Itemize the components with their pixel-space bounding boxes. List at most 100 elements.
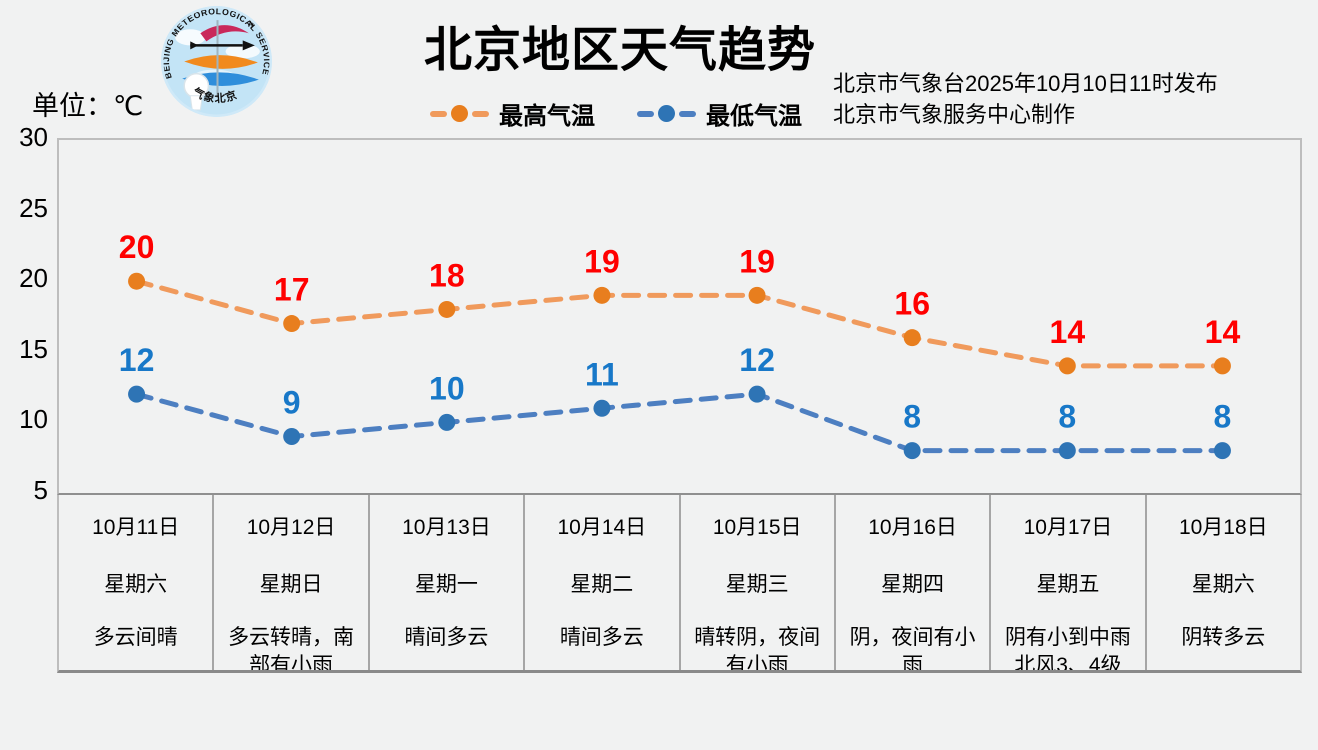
page-title: 北京地区天气趋势 [423, 24, 816, 77]
y-tick-label: 30 [19, 122, 48, 152]
forecast-weather: 多云转晴，南部有小雨 [214, 624, 367, 670]
data-point-label: 19 [739, 243, 775, 279]
forecast-day-column: 10月18日 星期六阴转多云 [1147, 495, 1300, 670]
forecast-weather: 多云间晴 [59, 624, 212, 652]
data-point-label: 12 [119, 342, 155, 378]
high-temp-line-swatch-icon [430, 105, 489, 122]
legend-label-high-temp: 最高气温 [499, 103, 595, 130]
data-point-marker [438, 300, 456, 318]
data-point-marker [903, 442, 921, 460]
y-tick-label: 15 [19, 333, 48, 364]
forecast-day-column: 10月16日 星期四阴，夜间有小雨 [836, 495, 992, 670]
forecast-weather-line: 多云间晴 [93, 626, 178, 649]
data-point-label: 19 [584, 243, 620, 279]
data-point-label: 20 [119, 229, 155, 265]
logo-orange-swoosh-icon [184, 55, 258, 69]
low-temp-line-swatch-icon [637, 105, 696, 122]
forecast-weather-line: 阴转多云 [1181, 626, 1266, 649]
forecast-weather-line: 多云转晴，南 [228, 626, 355, 649]
data-point-marker [593, 286, 611, 304]
forecast-weather-line: 晴间多云 [404, 626, 489, 649]
forecast-date: 10月12日 [246, 516, 336, 539]
forecast-day-column: 10月11日 星期六 多云间晴 [59, 495, 215, 670]
forecast-date: 10月13日 [402, 516, 491, 539]
forecast-day-column: 10月12日 星期日多云转晴，南部有小雨 [214, 495, 370, 670]
data-point-marker [748, 385, 766, 403]
forecast-weather: 晴转阴，夜间有小雨 [681, 624, 834, 670]
data-point-marker [283, 428, 301, 446]
forecast-weekday: 星期日 [259, 573, 323, 596]
data-point-label: 11 [585, 356, 619, 392]
forecast-date: 10月17日 [1023, 516, 1113, 539]
data-point-label: 9 [283, 385, 301, 421]
forecast-weekday: 星期二 [570, 573, 634, 596]
forecast-day-column: 10月15日 星期三晴转阴，夜间有小雨 [681, 495, 836, 670]
data-point-label: 10 [429, 370, 465, 406]
issue-line-1: 北京市气象台2025年10月10日11时发布 [833, 71, 1218, 96]
y-tick-label: 25 [19, 192, 48, 223]
forecast-weather-line: 雨 [902, 654, 924, 670]
data-point-marker [438, 413, 456, 431]
legend-item-high-temp: 最高气温 [430, 96, 595, 131]
y-tick-label: 5 [33, 475, 48, 505]
forecast-weather-line: 有小雨 [725, 654, 789, 670]
forecast-weather: 晴间多云 [525, 624, 678, 652]
forecast-day-column: 10月17日 星期五阴有小到中雨北风3、4级 [991, 495, 1147, 670]
forecast-weather: 阴，夜间有小雨 [836, 624, 989, 670]
forecast-weather: 阴转多云 [1147, 624, 1300, 652]
data-point-marker [1213, 357, 1231, 375]
chart-legend: 最高气温 最低气温 [430, 96, 802, 131]
data-point-marker [1213, 442, 1231, 460]
forecast-date: 10月15日 [712, 516, 802, 539]
forecast-weather-line: 部有小雨 [249, 654, 334, 670]
data-point-label: 17 [274, 272, 310, 308]
issue-info: 北京市气象台2025年10月10日11时发布 北京市气象服务中心制作 [833, 68, 1218, 130]
forecast-weekday: 星期五 [1036, 573, 1100, 596]
data-point-label: 16 [894, 286, 930, 322]
forecast-weather: 阴有小到中雨北风3、4级 [991, 624, 1144, 670]
forecast-weather-line: 北风3、4级 [1014, 654, 1122, 670]
legend-item-low-temp: 最低气温 [637, 96, 802, 131]
data-point-marker [593, 399, 611, 417]
data-point-label: 8 [1058, 399, 1076, 435]
forecast-date: 10月16日 [868, 516, 957, 539]
data-point-marker [128, 272, 146, 290]
forecast-table: 10月11日 星期六 多云间晴 10月12日 星期日 多云转晴，南 部有小雨 10月13日 星期… [57, 495, 1302, 673]
series-line-最高气温 [134, 278, 1225, 369]
series-line-最低气温 [134, 391, 1225, 454]
data-point-marker [903, 329, 921, 347]
data-point-label: 14 [1050, 314, 1086, 350]
logo-plane-icon: ✈ [246, 19, 257, 32]
y-tick-label: 20 [19, 263, 48, 294]
forecast-weather-line: 晴转阴，夜间 [694, 626, 821, 649]
forecast-weekday: 星期三 [725, 573, 789, 596]
forecast-day-column: 10月13日 星期一晴间多云 [370, 495, 526, 670]
data-point-marker [1058, 357, 1076, 375]
forecast-date: 10月14日 [557, 516, 647, 539]
logo-red-ribbon-icon [200, 25, 249, 42]
forecast-date: 10月18日 [1178, 516, 1268, 539]
data-point-marker [128, 385, 146, 403]
forecast-weather-line: 阴有小到中雨 [1004, 626, 1131, 649]
plot-area: 20 17 18 19 19 16 14 14 12 9 10 11 12 8 8 8 [57, 138, 1302, 495]
temperature-line-chart: 20 17 18 19 19 16 14 14 12 9 10 11 12 8 8 8 [119, 229, 1241, 460]
y-tick-label: 10 [19, 404, 48, 435]
forecast-day-column: 10月14日 星期二晴间多云 [525, 495, 681, 670]
issue-line-2: 北京市气象服务中心制作 [833, 102, 1076, 127]
data-point-label: 18 [429, 257, 465, 293]
data-point-label: 8 [903, 399, 921, 435]
data-point-label: 14 [1205, 314, 1241, 350]
data-point-label: 8 [1214, 399, 1232, 435]
data-point-marker [748, 286, 766, 304]
forecast-weather: 晴间多云 [370, 624, 523, 652]
forecast-weather-line: 晴间多云 [559, 626, 644, 649]
forecast-date: 10月11日 [92, 516, 180, 539]
forecast-weekday: 星期六 [1191, 573, 1255, 596]
legend-label-low-temp: 最低气温 [706, 103, 802, 130]
forecast-weekday: 星期一 [414, 573, 478, 596]
data-point-marker [1058, 442, 1076, 460]
forecast-weekday: 星期四 [881, 573, 945, 596]
forecast-weather-line: 阴，夜间有小 [849, 626, 976, 649]
unit-label: 单位：℃ [32, 91, 144, 121]
